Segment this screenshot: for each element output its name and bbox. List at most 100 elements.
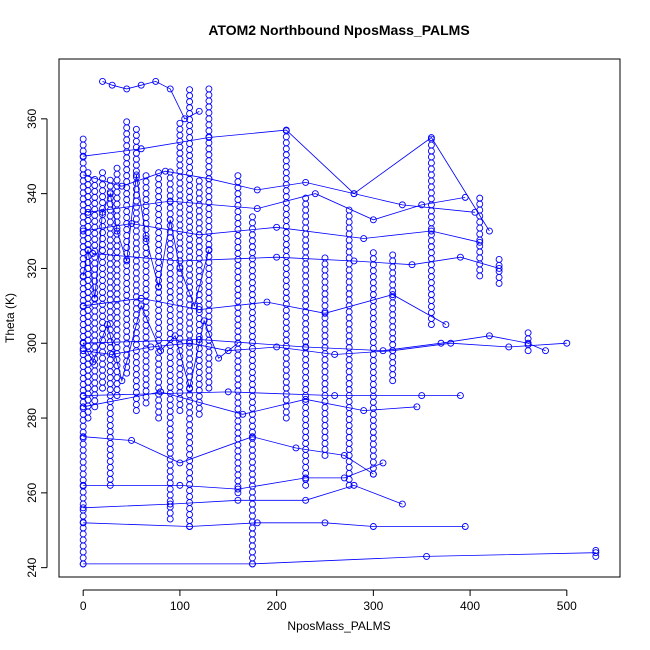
data-point [84,330,92,338]
data-point [132,209,140,217]
data-point [282,336,290,344]
data-point [99,348,106,356]
data-point [437,339,445,347]
data-point [186,397,194,405]
data-point [113,362,121,370]
data-point [84,223,92,231]
data-point [369,374,377,382]
data-point [248,237,256,245]
data-point [302,326,310,334]
data-point [99,181,106,189]
data-point [186,439,194,447]
data-point [248,249,256,257]
data-point [99,193,106,201]
series-line-10 [83,484,403,509]
data-point [106,242,114,250]
data-point [234,465,242,473]
data-point [234,375,242,383]
data-point [166,258,174,266]
data-point [248,464,256,472]
data-point [427,261,435,269]
data-point [132,171,140,179]
series-line-2 [102,80,200,120]
data-point [476,242,484,250]
data-point [113,260,121,268]
data-point [369,303,377,311]
data-point [195,249,203,257]
data-point [155,378,163,386]
data-point [113,326,121,334]
data-point [389,317,397,325]
data-point [345,380,353,388]
point-column-22 [389,251,397,385]
series-line-17 [83,223,480,243]
data-point [205,270,213,278]
data-point [282,133,290,141]
data-point [79,458,87,466]
data-point [91,175,99,183]
data-point [302,451,310,459]
data-point [176,245,184,253]
data-point [321,380,329,388]
data-point [161,167,169,175]
data-point [369,362,377,370]
data-point [142,363,150,371]
data-point [302,236,310,244]
data-point [379,459,387,467]
y-tick-label: 240 [25,557,39,577]
data-point [248,279,256,287]
data-point [79,536,87,544]
data-point [176,359,184,367]
data-point [113,290,121,298]
data-point [99,169,106,177]
data-point [234,381,242,389]
data-point [369,392,377,400]
data-point [106,338,114,346]
data-point [234,309,242,317]
data-point [132,197,140,205]
data-point [248,476,256,484]
data-point [248,374,256,382]
data-point [195,336,203,343]
data-point [234,291,242,299]
data-point [186,110,194,118]
data-point [84,366,92,374]
data-point [123,196,131,204]
data-point [592,549,600,557]
data-point [369,291,377,299]
data-point [195,261,203,269]
data-point [186,140,194,147]
data-point [123,297,131,305]
data-point [248,458,256,466]
point-column-17 [282,127,290,422]
data-point [205,223,213,231]
data-point [195,225,203,233]
data-point [505,343,513,351]
data-point [132,377,140,385]
data-point [321,451,329,459]
data-point [205,276,213,284]
data-point [106,362,114,370]
data-point [418,201,426,209]
data-point [176,149,184,157]
data-point [84,318,92,326]
data-point [321,302,329,310]
data-point [166,222,174,230]
data-point [186,241,194,249]
data-point [427,147,435,155]
data-point [302,230,310,238]
data-point [427,159,435,167]
data-point [234,250,242,257]
data-point [248,554,256,562]
data-point [113,218,121,226]
data-point [166,431,174,439]
data-point [345,242,353,250]
data-point [542,347,549,355]
data-point [195,327,203,334]
data-point [113,284,121,292]
data-point [155,211,163,219]
data-point [186,128,194,136]
data-point [205,378,213,386]
data-point [123,273,131,281]
data-point [132,275,140,283]
